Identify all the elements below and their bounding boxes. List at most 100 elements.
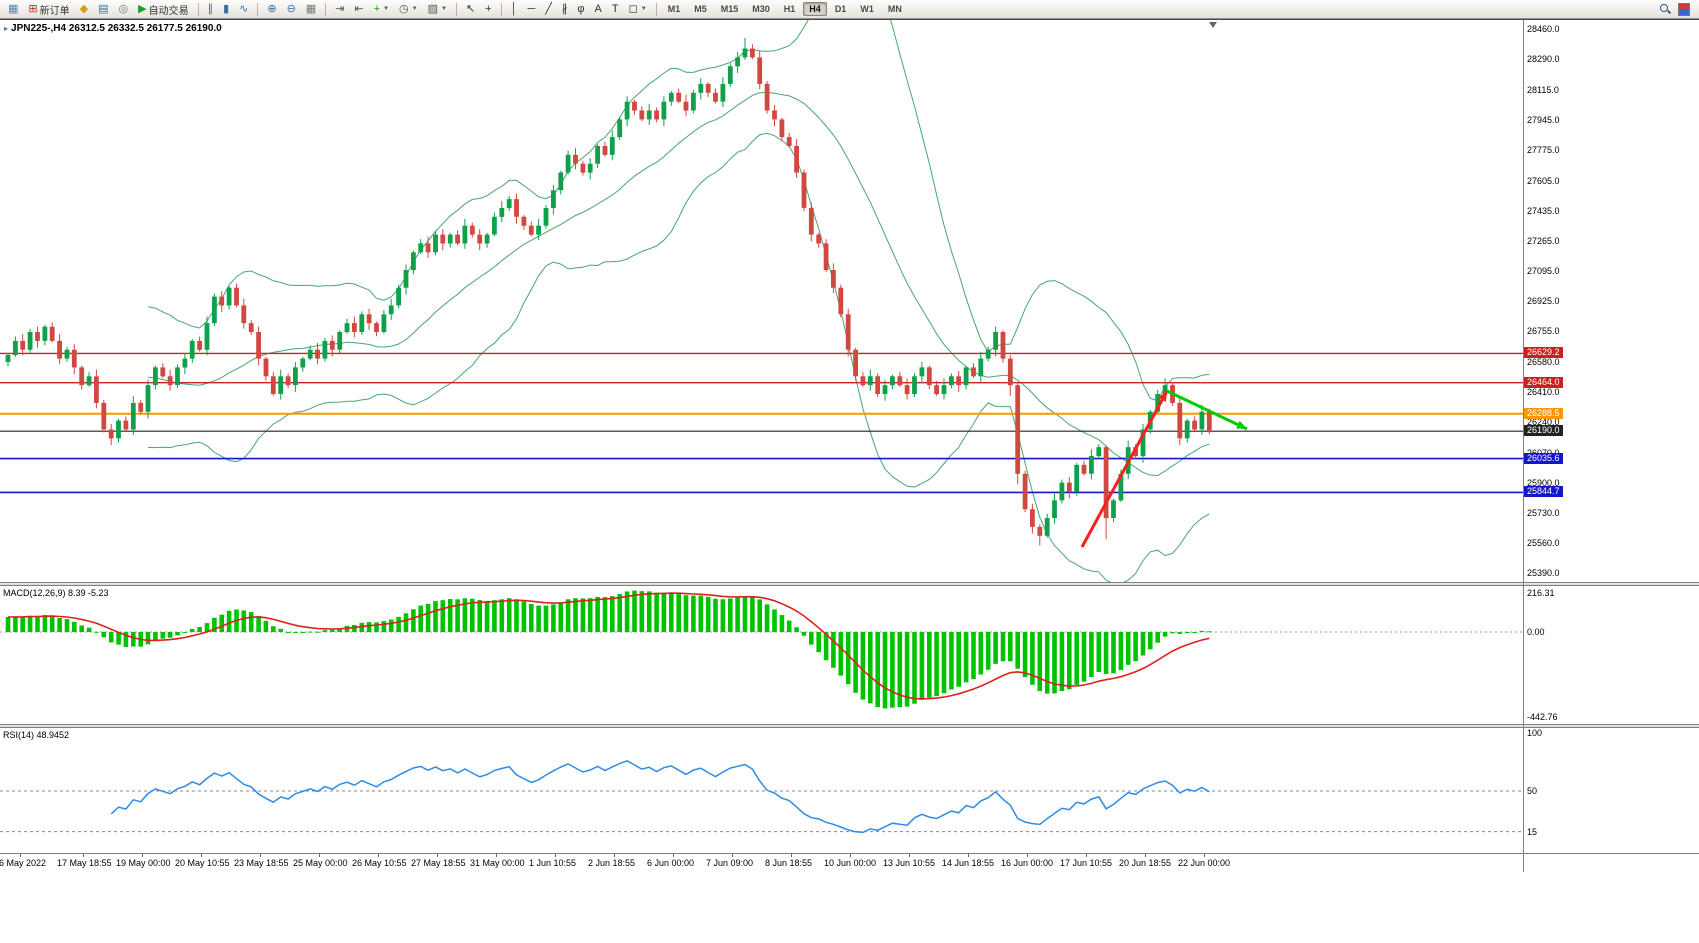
timeframe-m30-button[interactable]: M30: [752, 4, 770, 14]
candle: [1118, 473, 1124, 501]
macd-bar: [1199, 630, 1205, 632]
candle: [219, 296, 225, 306]
crosshair-button[interactable]: +: [481, 1, 495, 18]
zoom-out-button[interactable]: ⊖: [283, 1, 300, 18]
candle: [270, 376, 276, 394]
candle: [256, 332, 261, 359]
timeframe-m5-button[interactable]: M5: [694, 4, 707, 14]
macd-bar: [1037, 632, 1043, 691]
timeframe-m15-button[interactable]: M15: [720, 4, 739, 14]
macd-bar: [985, 632, 991, 670]
candle: [661, 101, 667, 120]
macd-bar: [1103, 632, 1109, 674]
candle: [676, 92, 682, 102]
macd-bar: [1030, 632, 1035, 685]
macd-bar: [241, 610, 247, 633]
candle: [138, 402, 144, 412]
candle: [1022, 473, 1028, 510]
text-label-icon: T: [611, 2, 619, 15]
timeframe-m1-button[interactable]: M1: [667, 4, 681, 14]
macd-bar: [108, 632, 114, 643]
macd-bar: [396, 616, 401, 632]
panel-splitter[interactable]: [0, 582, 1699, 586]
templates-button[interactable]: ▨ ▼: [424, 1, 451, 18]
macd-signal-line: [7, 592, 1210, 700]
price-chart-panel[interactable]: [0, 20, 1699, 582]
macd-bar: [470, 598, 475, 632]
trend-arrow[interactable]: [1080, 390, 1169, 548]
charts-grid-button[interactable]: ▦: [4, 1, 22, 18]
candle: [374, 323, 379, 332]
time-tick-label: 25 May 00:00: [293, 858, 348, 868]
timeframe-w1-button[interactable]: W1: [860, 4, 874, 14]
panel-splitter[interactable]: [0, 724, 1699, 728]
text-button[interactable]: A: [591, 1, 606, 18]
macd-bar: [816, 632, 821, 653]
channel-button[interactable]: ∦: [558, 1, 572, 18]
macd-bar: [720, 599, 726, 632]
candle: [646, 110, 652, 120]
rsi-panel[interactable]: [0, 728, 1699, 853]
strategy-tester-button[interactable]: ◎: [115, 1, 133, 18]
text-label-button[interactable]: T: [608, 1, 623, 18]
market-watch-button[interactable]: ▤: [94, 1, 112, 18]
candle: [101, 402, 107, 430]
market-watch-icon: ▤: [98, 2, 109, 15]
macd-bar: [1155, 632, 1160, 643]
timeframe-h1-button[interactable]: H1: [783, 4, 796, 14]
trendline-button[interactable]: ╱: [541, 1, 556, 18]
metaeditor-button[interactable]: ◆: [76, 1, 92, 18]
line-chart-icon: ∿: [239, 2, 249, 15]
timeframe-h4-button[interactable]: H4: [803, 2, 827, 16]
dropdown-arrow-icon[interactable]: ▼: [441, 6, 447, 12]
candlestick-chart-button[interactable]: ▮: [219, 1, 233, 18]
indicators-button[interactable]: + ▼: [370, 1, 393, 18]
new-order-button[interactable]: ⊞ 新订单: [24, 1, 73, 18]
candle: [35, 332, 40, 341]
cursor-button[interactable]: ↖: [462, 1, 479, 18]
macd-panel[interactable]: [0, 586, 1699, 724]
candle: [123, 420, 129, 430]
macd-bar: [845, 632, 851, 685]
search-icon[interactable]: [1659, 3, 1671, 15]
bar-chart-button[interactable]: ∥: [204, 1, 218, 18]
macd-bar: [248, 612, 254, 632]
dropdown-arrow-icon[interactable]: ▼: [640, 6, 647, 12]
macd-bar: [153, 632, 158, 641]
candle: [307, 349, 313, 359]
candle: [639, 110, 645, 120]
shapes-button[interactable]: ◻ ▼: [625, 1, 651, 18]
line-chart-button[interactable]: ∿: [235, 1, 252, 18]
time-tick: [791, 854, 792, 857]
timeframe-mn-button[interactable]: MN: [887, 4, 902, 14]
macd-bar: [875, 632, 880, 708]
dropdown-arrow-icon[interactable]: ▼: [383, 6, 390, 12]
candle: [388, 305, 394, 315]
macd-bar: [64, 619, 70, 632]
auto-scroll-button[interactable]: ⇥: [331, 1, 348, 18]
time-axis[interactable]: 16 May 2022 17 May 18:55 19 May 00:00 20 Ma…: [0, 853, 1699, 872]
dropdown-arrow-icon[interactable]: ▼: [411, 6, 418, 12]
candle: [469, 225, 475, 235]
time-tick-label: 16 Jun 00:00: [1001, 858, 1054, 868]
vertical-line-button[interactable]: │: [507, 1, 522, 18]
macd-bar: [1125, 632, 1131, 665]
candle: [536, 225, 541, 235]
trend-arrow[interactable]: [1166, 389, 1248, 431]
macd-bar: [189, 629, 195, 632]
zoom-in-button[interactable]: ⊕: [263, 1, 280, 18]
chart-shift-button[interactable]: ⇤: [350, 1, 367, 18]
community-icon[interactable]: [1678, 2, 1690, 16]
autotrading-button[interactable]: ▶ 自动交易: [134, 1, 192, 18]
time-tick-label: 7 Jun 09:00: [706, 858, 754, 868]
fibonacci-button[interactable]: φ: [573, 1, 588, 18]
horizontal-line-button[interactable]: ─: [523, 1, 539, 18]
candle: [499, 208, 505, 217]
tile-windows-button[interactable]: ▦: [302, 1, 320, 18]
macd-bar: [1089, 632, 1094, 677]
timeframe-d1-button[interactable]: D1: [834, 4, 847, 14]
candle: [595, 146, 600, 164]
periods-button[interactable]: ◷ ▼: [395, 1, 422, 18]
candle: [654, 110, 659, 120]
candle: [609, 137, 615, 155]
